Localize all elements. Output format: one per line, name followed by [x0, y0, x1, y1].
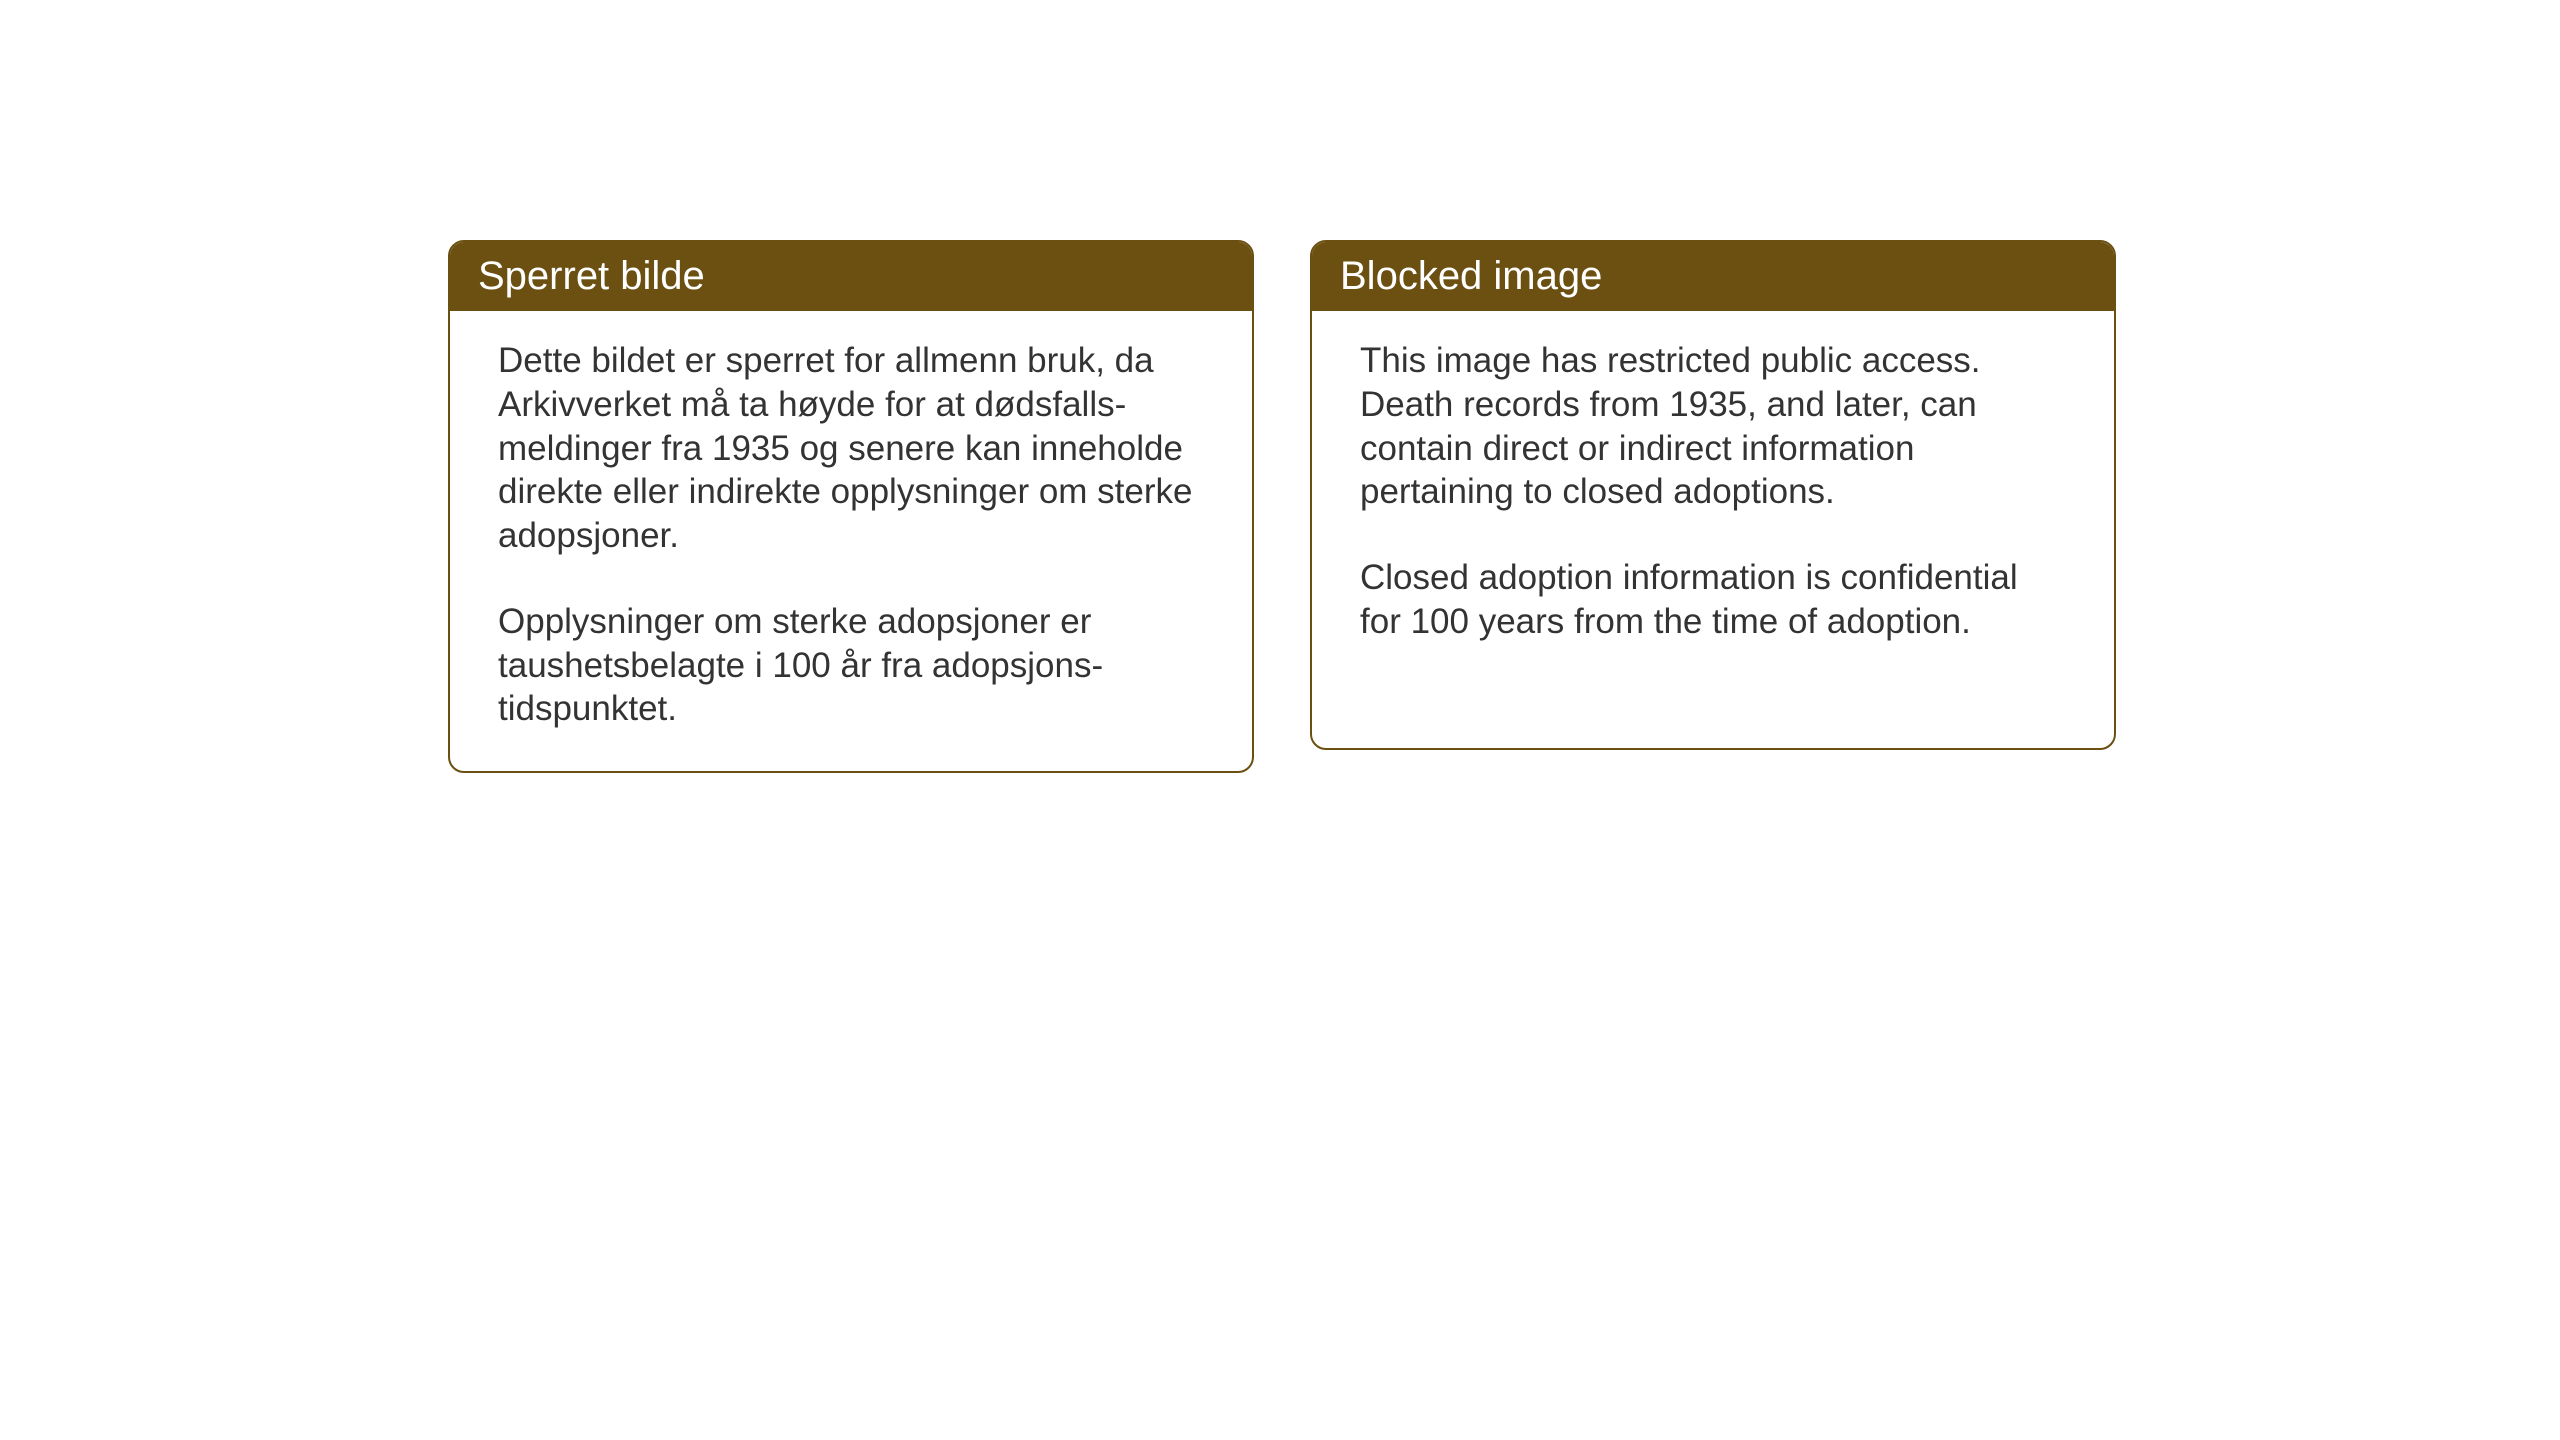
card-text-norwegian-2: Opplysninger om sterke adopsjoner er tau… [498, 600, 1204, 731]
card-title-english: Blocked image [1340, 254, 1602, 298]
card-title-norwegian: Sperret bilde [478, 254, 705, 298]
card-header-english: Blocked image [1312, 242, 2114, 311]
card-text-english-1: This image has restricted public access.… [1360, 339, 2066, 514]
card-text-english-2: Closed adoption information is confident… [1360, 556, 2066, 644]
notice-container: Sperret bilde Dette bildet er sperret fo… [448, 240, 2116, 773]
card-body-norwegian: Dette bildet er sperret for allmenn bruk… [450, 311, 1252, 771]
card-header-norwegian: Sperret bilde [450, 242, 1252, 311]
notice-card-norwegian: Sperret bilde Dette bildet er sperret fo… [448, 240, 1254, 773]
card-text-norwegian-1: Dette bildet er sperret for allmenn bruk… [498, 339, 1204, 558]
notice-card-english: Blocked image This image has restricted … [1310, 240, 2116, 750]
card-body-english: This image has restricted public access.… [1312, 311, 2114, 684]
